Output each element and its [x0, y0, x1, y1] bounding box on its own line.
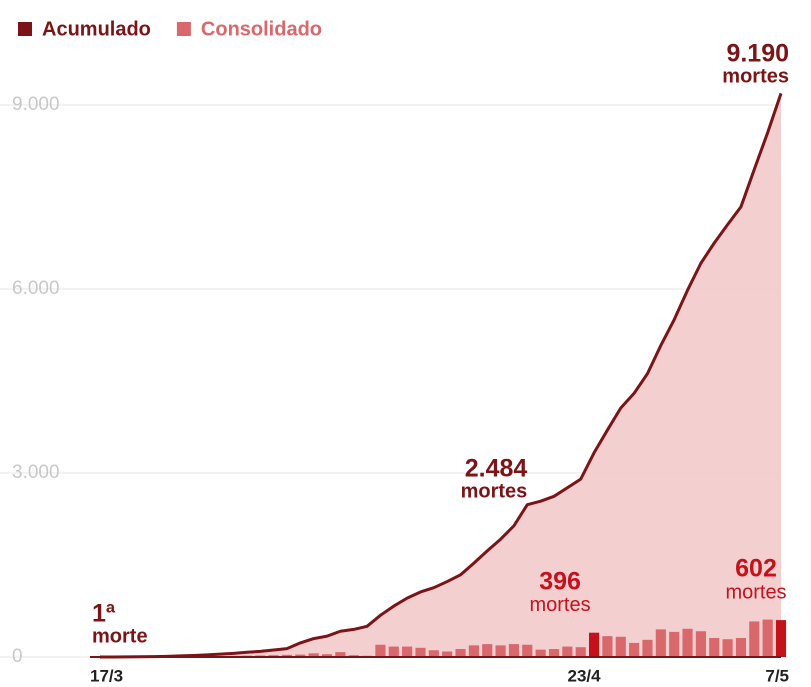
value-unit: mortes: [529, 594, 590, 616]
bar: [281, 654, 293, 657]
bar: [762, 619, 773, 657]
y-tick-label: 9.000: [12, 94, 60, 115]
x-tick-label: 23/4: [568, 666, 602, 685]
bar: [535, 649, 546, 657]
value-label: 2.484: [465, 455, 528, 483]
value-label: 1ª: [92, 600, 116, 628]
value-unit: mortes: [461, 480, 528, 502]
bar: [455, 649, 466, 657]
bar: [495, 645, 506, 657]
bar: [468, 645, 479, 657]
bar: [575, 647, 586, 657]
bar: [548, 649, 560, 657]
bar: [722, 639, 733, 657]
bar: [695, 631, 706, 657]
bar: [335, 652, 346, 657]
value-label: 396: [539, 567, 581, 595]
legend-swatch: [176, 22, 191, 36]
bar: [669, 631, 680, 657]
bar: [388, 646, 399, 657]
bar: [682, 628, 693, 657]
value-unit: mortes: [725, 581, 786, 603]
bar: [508, 644, 520, 657]
x-tick-label: 17/3: [90, 666, 123, 685]
area: [100, 93, 781, 657]
bar: [522, 644, 533, 657]
line: [100, 92, 783, 659]
bar: [415, 647, 426, 657]
value-label: 9.190: [726, 40, 789, 68]
bar: [588, 632, 600, 657]
legend-label: Acumulado: [42, 18, 151, 40]
value-label: 602: [735, 555, 777, 583]
y-tick-label: 0: [12, 646, 23, 667]
y-tick-label: 6.000: [12, 278, 60, 299]
bar: [295, 654, 306, 657]
bar: [642, 639, 653, 657]
bar: [402, 646, 413, 657]
bar: [775, 620, 787, 657]
value-unit: morte: [92, 625, 148, 647]
bar: [602, 636, 613, 657]
bar: [321, 654, 333, 657]
legend-label: Consolidado: [201, 18, 322, 40]
bar: [308, 653, 319, 657]
bar: [749, 621, 760, 657]
bar: [629, 642, 640, 657]
bar: [442, 651, 453, 657]
bar: [562, 646, 573, 657]
bar: [615, 636, 626, 657]
x-tick-label: 7/5: [765, 666, 789, 685]
bar: [482, 644, 493, 657]
value-unit: mortes: [722, 65, 789, 87]
y-tick-label: 3.000: [12, 462, 60, 483]
bar: [709, 637, 720, 657]
bar: [655, 629, 666, 657]
bar: [735, 637, 747, 657]
legend-swatch: [18, 22, 32, 36]
bar: [428, 650, 439, 657]
bar: [375, 644, 386, 657]
